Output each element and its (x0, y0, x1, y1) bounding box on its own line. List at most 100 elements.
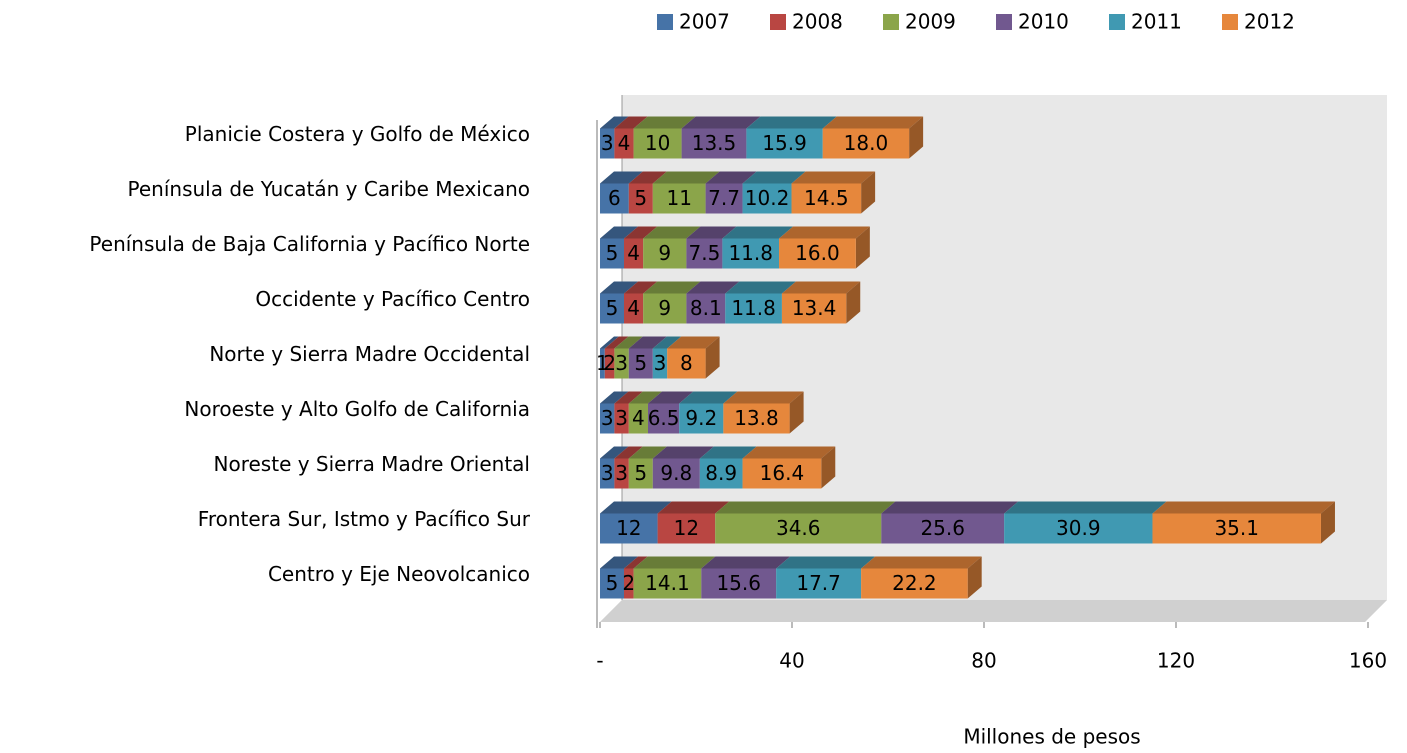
x-tick-label: 120 (1157, 649, 1195, 673)
bar (776, 568, 862, 599)
legend-label: 2009 (905, 10, 956, 34)
data-label: 4 (627, 241, 640, 265)
data-label: 16.0 (795, 241, 840, 265)
data-label: 3 (601, 461, 614, 485)
legend-label: 2010 (1018, 10, 1069, 34)
bar-top (614, 446, 643, 459)
bar (600, 348, 605, 379)
bar (746, 128, 823, 159)
data-label: 13.4 (792, 296, 837, 320)
bar (628, 403, 648, 434)
bar-top (652, 171, 720, 184)
bar-side (909, 116, 924, 159)
data-label: 2 (622, 571, 635, 595)
bar-top (822, 116, 924, 129)
data-label: 8.1 (690, 296, 722, 320)
data-label: 22.2 (892, 571, 937, 595)
data-label: 3 (601, 131, 614, 155)
data-label: 5 (606, 296, 619, 320)
y-tick-label: Península de Yucatán y Caribe Mexicano (128, 177, 530, 201)
y-tick-label: Frontera Sur, Istmo y Pacífico Sur (198, 507, 531, 531)
bar (686, 293, 726, 324)
data-label: 2 (603, 351, 616, 375)
plot-floor (600, 600, 1387, 622)
x-tick-label: 160 (1349, 649, 1387, 673)
data-label: 3 (615, 406, 628, 430)
bar-top (881, 501, 1019, 514)
legend-swatch (1222, 14, 1238, 30)
bar (600, 183, 629, 214)
legend-label: 2011 (1131, 10, 1182, 34)
x-axis-title: Millones de pesos (963, 725, 1140, 749)
bar (643, 293, 687, 324)
data-label: 6 (608, 186, 621, 210)
data-label: 3 (615, 351, 628, 375)
bar (657, 513, 716, 544)
legend-swatch (1109, 14, 1125, 30)
bar (600, 293, 624, 324)
bar (686, 238, 723, 269)
legend-swatch (657, 14, 673, 30)
data-label: 5 (634, 461, 647, 485)
bar (722, 238, 780, 269)
bar-top (779, 226, 870, 239)
bar (881, 513, 1005, 544)
data-label: 13.8 (734, 406, 779, 430)
data-label: 5 (606, 241, 619, 265)
bar-top (628, 336, 667, 349)
data-label: 5 (634, 186, 647, 210)
data-label: 14.1 (645, 571, 690, 595)
bar-side (855, 226, 870, 269)
bar (633, 568, 702, 599)
legend-label: 2008 (792, 10, 843, 34)
data-label: 6.5 (648, 406, 680, 430)
bar-top (681, 116, 761, 129)
bar-top (652, 336, 682, 349)
bar-top (648, 391, 694, 404)
bar-side (821, 446, 836, 489)
bar-top (725, 281, 796, 294)
data-label: 7.7 (708, 186, 740, 210)
bar-top (686, 226, 737, 239)
data-label: 34.6 (776, 516, 821, 540)
bar (861, 568, 968, 599)
bar-top (600, 171, 643, 184)
bar-top (600, 336, 619, 349)
bar-top (723, 391, 804, 404)
bar (643, 238, 687, 269)
legend-label: 2007 (679, 10, 730, 34)
bar-top (861, 556, 982, 569)
bar-top (600, 501, 672, 514)
y-tick-label: Península de Baja California y Pacífico … (89, 232, 530, 256)
data-label: 10 (645, 131, 670, 155)
bar (614, 128, 634, 159)
bar-top (657, 501, 730, 514)
y-tick-label: Noreste y Sierra Madre Oriental (214, 452, 530, 476)
bar-top (667, 336, 720, 349)
data-label: 12 (674, 516, 699, 540)
data-label: 5 (606, 571, 619, 595)
bar (652, 458, 700, 489)
bar-side (967, 556, 982, 599)
bar (604, 348, 615, 379)
data-label: 35.1 (1214, 516, 1259, 540)
x-tick-label: 40 (779, 649, 804, 673)
bar-top (776, 556, 876, 569)
bar-side (705, 336, 720, 379)
data-label: 14.5 (804, 186, 849, 210)
bar (624, 568, 634, 599)
bar-top (686, 281, 740, 294)
bar-top (699, 446, 757, 459)
bar-top (628, 391, 662, 404)
data-label: 11.8 (731, 296, 776, 320)
data-label: 7.5 (688, 241, 720, 265)
bar-top (624, 556, 648, 569)
y-tick-label: Planicie Costera y Golfo de México (185, 122, 530, 146)
bar-top (600, 281, 638, 294)
bar (633, 128, 682, 159)
bar (628, 348, 653, 379)
bar (715, 513, 882, 544)
bar-top (715, 501, 896, 514)
bar-side (1320, 501, 1335, 544)
data-label: 17.7 (796, 571, 841, 595)
